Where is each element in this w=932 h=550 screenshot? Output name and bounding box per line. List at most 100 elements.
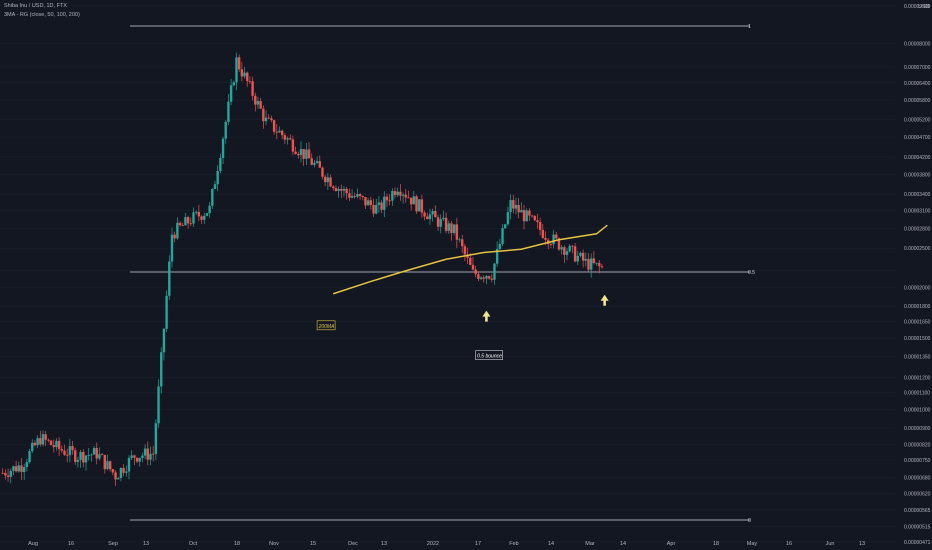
candle-body: [315, 161, 319, 163]
candle-body: [313, 162, 316, 165]
candle-body: [471, 264, 475, 270]
candle-body: [428, 214, 432, 220]
candle-body: [221, 138, 225, 158]
candle-body: [122, 467, 125, 473]
candle-body: [294, 151, 297, 154]
candle-body: [571, 245, 574, 247]
candle-body: [135, 457, 139, 462]
candle-body: [151, 453, 155, 455]
candle-body: [477, 274, 480, 279]
candle-body: [509, 200, 512, 213]
candle-body: [323, 176, 327, 183]
candle-body: [431, 211, 434, 215]
candle-body: [498, 243, 502, 249]
candle-body: [444, 217, 448, 231]
candle-body: [173, 234, 176, 239]
candle-body: [246, 72, 249, 81]
candle-body: [541, 229, 545, 238]
candle-body: [162, 328, 166, 353]
candle-body: [286, 138, 289, 140]
candle-body: [235, 57, 238, 83]
candle-body: [125, 471, 128, 473]
x-tick-label: 14: [620, 541, 626, 547]
y-tick-label: 0.00003100: [904, 208, 931, 214]
candle-body: [108, 461, 112, 470]
candle-body: [334, 188, 338, 191]
y-tick-label: 0.00008000: [904, 42, 931, 48]
candle-body: [452, 224, 456, 233]
candle-body: [283, 135, 287, 140]
candle-body: [458, 239, 461, 241]
y-tick-label: 0.00000750: [904, 458, 931, 464]
candle-body: [525, 210, 528, 222]
candle-body: [203, 215, 206, 220]
x-tick-label: 13: [381, 541, 387, 547]
x-tick-label: 14: [548, 541, 554, 547]
candle-body: [573, 246, 577, 262]
candle-body: [92, 448, 96, 455]
candle-body: [598, 262, 601, 267]
candle-body: [227, 101, 230, 122]
y-tick-label: 0.00000820: [904, 442, 931, 448]
candle-body: [407, 197, 410, 199]
x-tick-label: Dec: [348, 541, 358, 547]
candle-body: [358, 194, 362, 197]
candle-body: [321, 167, 324, 177]
candle-body: [380, 202, 383, 210]
candle-body: [186, 217, 190, 224]
candle-body: [119, 467, 123, 478]
candle-body: [146, 448, 150, 460]
candle-body: [194, 211, 198, 213]
candle-body: [506, 212, 510, 225]
candle-body: [90, 454, 93, 456]
candle-body: [528, 210, 531, 216]
x-tick-label: 16: [786, 541, 792, 547]
candle-body: [157, 386, 160, 424]
candle-body: [366, 200, 370, 206]
symbol-title: Shiba Inu / USD, 1D, FTX: [4, 3, 67, 9]
candle-body: [106, 461, 109, 470]
candle-body: [439, 219, 442, 227]
ma200-line: [332, 224, 608, 295]
candle-body: [326, 177, 330, 183]
candle-body: [391, 191, 394, 201]
candle-body: [127, 457, 131, 472]
candle-body: [44, 434, 47, 440]
x-tick-label: Jun: [826, 541, 835, 547]
x-tick-label: 2022: [427, 541, 439, 547]
candle-body: [600, 266, 604, 268]
candle-body: [549, 244, 553, 245]
candle-body: [17, 465, 21, 472]
x-tick-label: 16: [68, 541, 74, 547]
candle-body: [372, 205, 375, 214]
candle-body: [240, 69, 244, 77]
y-tick-label: 0.00004700: [904, 135, 931, 141]
candle-body: [479, 277, 483, 279]
candle-body: [461, 239, 464, 247]
candle-body: [533, 216, 536, 221]
candle-body: [76, 459, 80, 462]
candle-body: [41, 434, 45, 445]
candle-body: [299, 148, 303, 156]
candle-body: [200, 216, 203, 220]
annotation-box: [475, 350, 503, 360]
y-tick-label: 0.00001000: [904, 407, 931, 413]
candle-body: [595, 262, 598, 264]
candle-body: [512, 200, 515, 209]
candle-body: [520, 210, 523, 213]
candle-body: [6, 475, 10, 477]
candle-body: [28, 451, 31, 463]
candle-body: [557, 238, 561, 250]
candle-body: [447, 223, 450, 231]
candle-body: [192, 212, 195, 224]
y-tick-label: 0.00002800: [904, 226, 931, 232]
candle-body: [423, 212, 426, 217]
candle-body: [275, 131, 278, 133]
candle-body: [143, 448, 147, 456]
candle-body: [399, 191, 402, 196]
candle-body: [4, 472, 7, 476]
y-tick-label: 0.00002500: [904, 246, 931, 252]
y-tick-label: 0.00000515: [904, 524, 931, 530]
